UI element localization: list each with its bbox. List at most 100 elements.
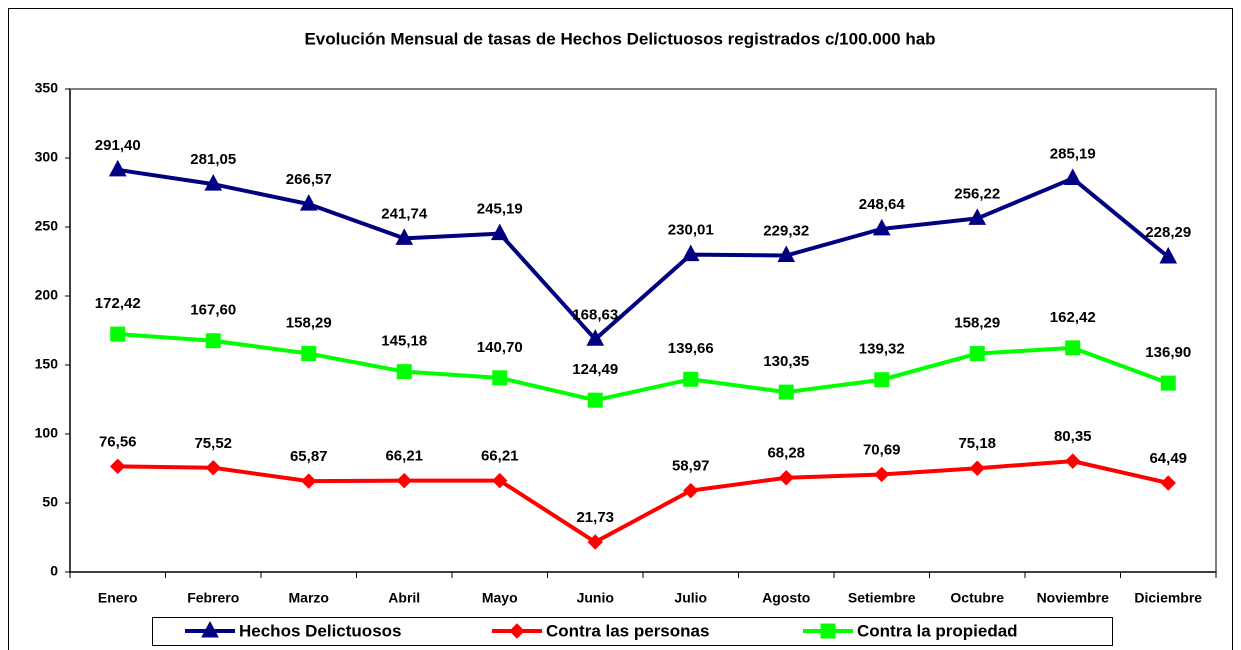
y-tick-label: 350 [35, 80, 59, 96]
legend-label: Hechos Delictuosos [239, 621, 402, 640]
data-label: 256,22 [954, 185, 1000, 202]
marker [587, 534, 603, 550]
marker [778, 384, 794, 400]
data-label: 75,52 [194, 435, 232, 452]
data-label: 66,21 [385, 448, 423, 465]
x-tick-label: Abril [388, 590, 420, 606]
marker [490, 223, 509, 241]
data-label: 230,01 [668, 222, 714, 239]
marker [395, 228, 414, 245]
marker [110, 326, 126, 342]
y-tick-label: 200 [35, 287, 59, 303]
marker [205, 333, 221, 349]
marker [1063, 168, 1082, 185]
y-tick-label: 100 [35, 425, 59, 441]
data-label: 167,60 [190, 302, 236, 319]
marker [778, 470, 794, 486]
x-tick-label: Diciembre [1134, 590, 1202, 606]
data-label: 136,90 [1145, 344, 1191, 361]
data-label: 291,40 [95, 137, 141, 154]
marker [872, 218, 891, 236]
data-label: 70,69 [863, 441, 901, 458]
data-label: 140,70 [477, 339, 523, 356]
data-label: 76,56 [99, 433, 137, 450]
data-label: 139,32 [859, 341, 905, 358]
series-line [117, 167, 1170, 342]
marker [1160, 375, 1176, 391]
data-label: 172,42 [95, 295, 141, 312]
series-line [117, 332, 1169, 403]
legend-label: Contra la propiedad [857, 621, 1018, 640]
y-tick-label: 150 [35, 356, 59, 372]
data-label: 21,73 [576, 509, 614, 526]
legend [152, 617, 1113, 646]
x-tick-label: Enero [98, 590, 138, 606]
data-label: 64,49 [1149, 450, 1187, 467]
data-label: 241,74 [381, 205, 428, 222]
data-label: 124,49 [572, 361, 618, 378]
marker [205, 460, 221, 476]
data-label: 65,87 [290, 448, 328, 465]
y-tick-label: 250 [35, 218, 59, 234]
marker [301, 346, 317, 362]
data-label: 66,21 [481, 448, 519, 465]
marker [1065, 453, 1081, 469]
data-label: 248,64 [859, 196, 906, 213]
legend-marker [201, 620, 219, 638]
marker [587, 392, 603, 408]
series-line [117, 459, 1169, 545]
chart-frame [8, 8, 1233, 650]
data-label: 139,66 [668, 340, 714, 357]
data-label: 145,18 [381, 333, 427, 350]
marker [492, 472, 508, 489]
x-tick-label: Octubre [950, 590, 1004, 606]
marker [969, 460, 985, 476]
marker [108, 159, 127, 177]
marker [204, 174, 223, 191]
x-tick-label: Mayo [482, 590, 518, 606]
y-tick-label: 50 [42, 494, 58, 510]
data-label: 229,32 [763, 223, 809, 240]
data-label: 80,35 [1054, 428, 1092, 445]
marker [110, 458, 126, 475]
x-tick-label: Junio [577, 590, 614, 606]
legend-label: Contra las personas [546, 621, 709, 640]
data-label: 158,29 [954, 315, 1000, 332]
data-label: 245,19 [477, 201, 523, 218]
marker [299, 194, 318, 211]
marker [396, 364, 412, 380]
marker [968, 208, 987, 225]
data-label: 162,42 [1050, 309, 1096, 326]
y-tick-label: 0 [50, 563, 58, 579]
data-label: 75,18 [958, 435, 996, 452]
data-label: 266,57 [286, 171, 332, 188]
x-tick-label: Noviembre [1037, 590, 1110, 606]
chart-title: Evolución Mensual de tasas de Hechos Del… [304, 29, 935, 48]
marker [1159, 246, 1178, 264]
marker [1160, 475, 1176, 491]
data-label: 168,63 [572, 306, 618, 323]
marker [683, 371, 699, 387]
data-label: 228,29 [1145, 224, 1191, 241]
marker [777, 245, 796, 263]
marker [683, 482, 699, 499]
marker [492, 370, 508, 386]
x-tick-label: Marzo [289, 590, 329, 606]
data-label: 285,19 [1050, 145, 1096, 162]
marker [681, 244, 700, 262]
x-tick-label: Febrero [187, 590, 239, 606]
legend-marker [820, 623, 836, 639]
data-label: 68,28 [767, 445, 805, 462]
marker [969, 346, 985, 362]
marker [874, 372, 890, 388]
y-tick-label: 300 [35, 149, 59, 165]
marker [874, 466, 890, 483]
data-label: 58,97 [672, 458, 710, 475]
marker [586, 329, 605, 346]
marker [396, 472, 412, 489]
marker [301, 473, 317, 489]
legend-marker [509, 623, 525, 639]
x-tick-label: Setiembre [848, 590, 916, 606]
marker [1065, 340, 1081, 356]
